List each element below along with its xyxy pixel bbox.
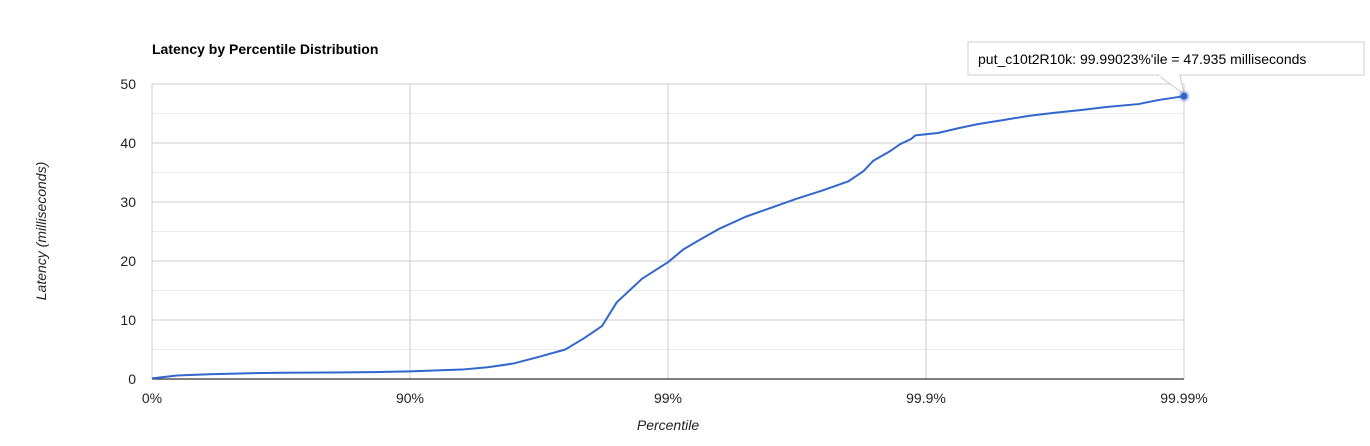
grid [151, 83, 1185, 379]
tick-labels: 0 10 20 30 40 50 0% 90% 99% 99.9% 99.99% [120, 76, 1207, 406]
y-axis-title: Latency (milliseconds) [33, 162, 49, 301]
tooltip-pointer [1156, 74, 1185, 96]
series-layer [151, 95, 1185, 380]
y-tick-label: 30 [120, 194, 136, 210]
x-tick-label: 0% [142, 390, 162, 406]
x-axis-title: Percentile [637, 417, 699, 433]
x-tick-label: 90% [396, 390, 424, 406]
y-tick-label: 10 [120, 312, 136, 328]
highlight-point [1180, 92, 1188, 100]
tooltip: put_c10t2R10k: 99.99023%'ile = 47.935 mi… [967, 41, 1365, 102]
chart-title: Latency by Percentile Distribution [152, 41, 378, 57]
y-tick-label: 20 [120, 253, 136, 269]
y-tick-label: 0 [128, 371, 136, 387]
y-tick-label: 50 [120, 76, 136, 92]
x-tick-label: 99% [654, 390, 682, 406]
tooltip-text: put_c10t2R10k: 99.99023%'ile = 47.935 mi… [978, 51, 1306, 67]
tooltip-pointer-join [1159, 73, 1179, 77]
x-tick-label: 99.99% [1160, 390, 1207, 406]
y-tick-label: 40 [120, 135, 136, 151]
series-line-put_c10t2R10k [151, 95, 1185, 380]
x-tick-label: 99.9% [906, 390, 946, 406]
tooltip-box [967, 41, 1365, 76]
